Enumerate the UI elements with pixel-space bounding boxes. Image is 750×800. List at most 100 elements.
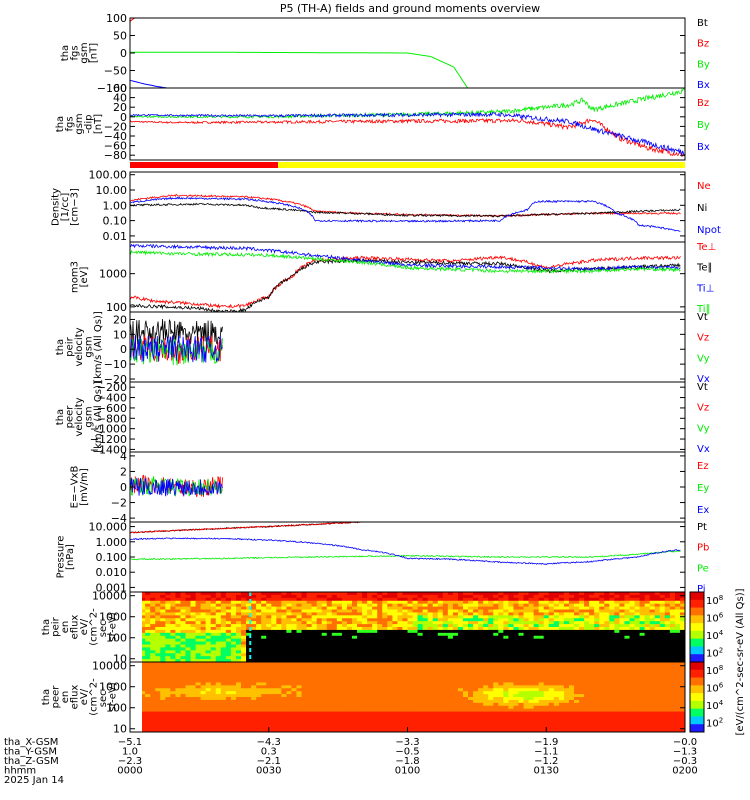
legend-density-0: Ne bbox=[697, 181, 711, 192]
ytick-label-peer_velocity-1: −400 bbox=[97, 392, 127, 405]
xaxis-value-0-2: −3.3 bbox=[395, 737, 419, 748]
ylabel-peer_en_eflux-2: en bbox=[60, 691, 71, 704]
ytick-label-peir_velocity-0: 20 bbox=[113, 313, 127, 326]
colorbar-tick-peir_en_eflux-3: 102 bbox=[706, 646, 723, 659]
ylabel-fgs_gsm_dip-0: tha bbox=[55, 116, 66, 132]
ylabel-fgs_gsm-2: gsm bbox=[79, 42, 90, 63]
ylabel-fgs_gsm_dip-4: [nT] bbox=[93, 114, 104, 134]
legend-peir_velocity-3: Vx bbox=[697, 374, 710, 385]
series-group-fgs_gsm bbox=[130, 18, 469, 88]
ytick-label-peir_en_eflux-2: 100 bbox=[106, 632, 127, 645]
ytick-label-peer_velocity-6: −1400 bbox=[90, 443, 127, 456]
series-group-moment_temp bbox=[130, 243, 681, 312]
xaxis-value-3-0: 0000 bbox=[117, 766, 142, 777]
series-group-density bbox=[130, 193, 681, 232]
series-fgs_gsm-2 bbox=[130, 79, 168, 88]
ylabel-peir_en_eflux-0: tha bbox=[41, 619, 52, 635]
colorbar-tick-peer_en_eflux-0: 108 bbox=[706, 664, 723, 677]
colorbar-tick-peer_en_eflux-3: 102 bbox=[706, 716, 723, 729]
series-group-efield bbox=[130, 474, 223, 498]
ytick-label-fgs_gsm_dip-6: −60 bbox=[104, 140, 127, 153]
ytick-label-peir_velocity-1: 10 bbox=[113, 328, 127, 341]
legend-pressure-2: Pe bbox=[697, 563, 709, 574]
heatmap-peer_en_eflux bbox=[130, 662, 685, 732]
xaxis-row-label-3: hhmm bbox=[4, 766, 36, 777]
ytick-label-peer_en_eflux-1: 1000 bbox=[99, 681, 127, 694]
ylabel-fgs_gsm-3: [nT] bbox=[88, 43, 99, 63]
panel-mode_bar bbox=[130, 162, 685, 168]
series-fgs_gsm-1 bbox=[130, 51, 469, 88]
series-peir_velocity-1 bbox=[130, 334, 223, 364]
xaxis-value-1-0: 1.0 bbox=[122, 747, 138, 758]
ylabel-efield-0: E=−VxB bbox=[69, 466, 80, 509]
ytick-label-peer_velocity-5: −1200 bbox=[90, 433, 127, 446]
frame-density bbox=[129, 171, 686, 243]
ytick-label-fgs_gsm_dip-2: 20 bbox=[113, 101, 127, 114]
ytick-label-pressure-0: 10.000 bbox=[89, 521, 128, 534]
xaxis-value-0-3: −1.9 bbox=[534, 737, 558, 748]
xaxis-value-2-2: −1.8 bbox=[395, 756, 419, 767]
ylabel-pressure-0: Pressure bbox=[55, 536, 66, 579]
panel-pressure: 10.000 1.000 0.100 0.010 0.001 Pressure[nPa] P… bbox=[55, 521, 709, 595]
ytick-label-pressure-4: 0.001 bbox=[96, 581, 128, 594]
ytick-label-fgs_gsm-3: −50 bbox=[104, 65, 127, 78]
panel-peer_en_eflux: 10000 1000 100 10 thapeerenefluxeV/(cm^2-sec… bbox=[41, 660, 724, 736]
colorbar-tick-peer_en_eflux-2: 104 bbox=[706, 699, 724, 712]
xaxis-value-0-1: −4.3 bbox=[257, 737, 281, 748]
ylabel-peer_en_eflux-6: sec- bbox=[98, 686, 109, 707]
series-moment_temp-0 bbox=[130, 255, 681, 309]
legend-pressure-3: Pi bbox=[697, 584, 706, 595]
series-moment_temp-3 bbox=[130, 249, 681, 275]
series-group-fgs_gsm_dip bbox=[130, 88, 685, 157]
ylabel-peir_en_eflux-1: peir bbox=[50, 616, 61, 636]
xaxis-row-label-1: tha_Y-GSM bbox=[4, 747, 57, 758]
colorbar-tick-peir_en_eflux-1: 106 bbox=[706, 611, 724, 624]
legend-pressure-0: Pt bbox=[697, 522, 707, 533]
ytick-label-pressure-3: 0.010 bbox=[96, 566, 128, 579]
legend-density-1: Ni bbox=[697, 203, 707, 214]
panel-density: 100.00 10.00 1.00 0.10 0.01 Density[1/cc][cm−… bbox=[51, 169, 721, 243]
ylabel-moment_temp-1: [eV] bbox=[79, 267, 90, 288]
ytick-label-peer_velocity-0: −200 bbox=[97, 381, 127, 394]
colorbar-peer_en_eflux: 108 106 104 102 bbox=[689, 661, 724, 733]
ytick-label-fgs_gsm_dip-3: 0 bbox=[120, 111, 127, 124]
frame-moment_temp bbox=[129, 241, 686, 313]
ytick-label-fgs_gsm_dip-0: 60 bbox=[113, 82, 127, 95]
ylabel-peir_en_eflux-4: eV/ bbox=[79, 618, 90, 635]
series-pressure-2 bbox=[130, 550, 681, 561]
legend-peer_velocity-2: Vy bbox=[697, 423, 710, 434]
xaxis-row-label-2: tha_Z-GSM bbox=[4, 756, 59, 767]
panel-peer_velocity: −200−400−600−800−1000−1200−1400 thapeerve… bbox=[55, 381, 710, 456]
ytick-label-fgs_gsm_dip-4: −20 bbox=[104, 120, 127, 133]
figure-title: P5 (TH-A) fields and ground moments over… bbox=[280, 2, 540, 15]
ytick-label-efield-4: −4 bbox=[111, 512, 127, 525]
series-fgs_gsm_dip-0 bbox=[130, 117, 685, 157]
ytick-label-density-3: 0.10 bbox=[103, 215, 128, 228]
mode-bar-segment-1 bbox=[278, 162, 685, 168]
frame-pressure bbox=[129, 521, 686, 593]
xaxis-value-1-2: −0.5 bbox=[395, 747, 419, 758]
ytick-label-fgs_gsm_dip-5: −40 bbox=[104, 130, 127, 143]
colorbar-peir_en_eflux: 108 106 104 102 bbox=[689, 591, 724, 663]
legend-peir_velocity-1: Vz bbox=[697, 333, 709, 344]
series-density-1 bbox=[130, 202, 681, 218]
panel-peir_en_eflux: 10000 1000 100 10 thapeirenefluxeV/(cm^2-sec… bbox=[41, 590, 724, 666]
ylabel-peir_velocity-2: velocity bbox=[74, 327, 85, 366]
legend-moment_temp-2: Ti⊥ bbox=[696, 283, 714, 294]
panels: 100500−50−100thafgsgsm[nT]BtBzByBx604020… bbox=[41, 12, 746, 736]
series-density-2 bbox=[130, 196, 681, 232]
ylabel-peer_velocity-2: velocity bbox=[74, 397, 85, 436]
legend-fgs_gsm_dip-2: Bx bbox=[697, 142, 710, 153]
ytick-label-efield-2: 0 bbox=[120, 481, 127, 494]
legend-moment_temp-3: Ti∥ bbox=[696, 304, 711, 315]
xaxis-value-3-2: 0100 bbox=[395, 766, 420, 777]
ylabel-peer_en_eflux-4: eV/ bbox=[79, 688, 90, 705]
ytick-label-peer_en_eflux-0: 10000 bbox=[92, 660, 127, 673]
frame-peir_velocity bbox=[129, 311, 686, 383]
legend-density-2: Npot bbox=[697, 225, 721, 236]
xaxis-value-2-4: −0.3 bbox=[673, 756, 697, 767]
legend-fgs_gsm-2: By bbox=[697, 59, 710, 70]
ytick-label-peir_velocity-2: 0 bbox=[120, 343, 127, 356]
